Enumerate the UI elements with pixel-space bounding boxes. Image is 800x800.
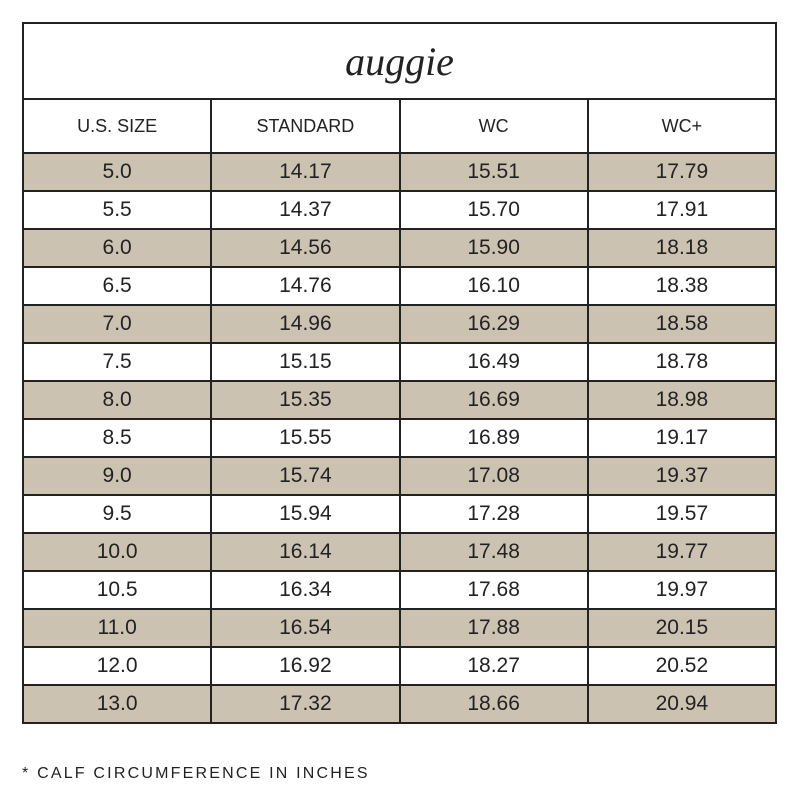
table-row: 7.5 15.15 16.49 18.78	[21, 342, 778, 382]
table-cell: 20.94	[586, 684, 778, 724]
table-row: 6.5 14.76 16.10 18.38	[21, 266, 778, 306]
table-cell: 14.17	[210, 152, 401, 192]
table-cell: 16.14	[210, 532, 401, 572]
title: auggie	[22, 22, 777, 100]
table-cell: 18.98	[586, 380, 778, 420]
table-cell: 14.76	[210, 266, 401, 306]
table-cell: 19.57	[586, 494, 778, 534]
table-cell: 17.28	[398, 494, 589, 534]
table-cell: 18.18	[586, 228, 778, 268]
table-cell: 15.70	[398, 190, 589, 230]
table-cell: 14.56	[210, 228, 401, 268]
table-cell: 8.0	[21, 380, 213, 420]
column-header: WC	[398, 98, 589, 154]
table-row: 6.0 14.56 15.90 18.18	[21, 228, 778, 268]
table-cell: 15.15	[210, 342, 401, 382]
table-cell: 15.55	[210, 418, 401, 458]
size-chart: auggie U.S. SIZE STANDARD WC WC+ 5.0 14.17 15…	[21, 22, 778, 724]
table-cell: 16.29	[398, 304, 589, 344]
table-cell: 17.68	[398, 570, 589, 610]
table-cell: 19.97	[586, 570, 778, 610]
table-cell: 14.37	[210, 190, 401, 230]
table-cell: 10.0	[21, 532, 213, 572]
table-cell: 17.79	[586, 152, 778, 192]
table-cell: 20.52	[586, 646, 778, 686]
table-cell: 15.74	[210, 456, 401, 496]
table-cell: 5.0	[21, 152, 213, 192]
table-cell: 17.08	[398, 456, 589, 496]
table-cell: 17.48	[398, 532, 589, 572]
column-header: STANDARD	[210, 98, 401, 154]
table-cell: 16.10	[398, 266, 589, 306]
table-cell: 18.58	[586, 304, 778, 344]
table-cell: 10.5	[21, 570, 213, 610]
table-cell: 19.17	[586, 418, 778, 458]
table-row: 5.5 14.37 15.70 17.91	[21, 190, 778, 230]
table-cell: 20.15	[586, 608, 778, 648]
header-row: U.S. SIZE STANDARD WC WC+	[21, 98, 778, 154]
table-cell: 17.32	[210, 684, 401, 724]
footnote: * CALF CIRCUMFERENCE IN INCHES	[22, 765, 370, 782]
table-cell: 19.37	[586, 456, 778, 496]
table-row: 10.5 16.34 17.68 19.97	[21, 570, 778, 610]
table-row: 10.0 16.14 17.48 19.77	[21, 532, 778, 572]
table-cell: 15.35	[210, 380, 401, 420]
table-cell: 7.5	[21, 342, 213, 382]
table-cell: 6.0	[21, 228, 213, 268]
table-cell: 16.49	[398, 342, 589, 382]
table-cell: 13.0	[21, 684, 213, 724]
table-cell: 16.92	[210, 646, 401, 686]
table-row: 12.0 16.92 18.27 20.52	[21, 646, 778, 686]
table-cell: 7.0	[21, 304, 213, 344]
table-cell: 12.0	[21, 646, 213, 686]
table-row: 9.0 15.74 17.08 19.37	[21, 456, 778, 496]
table-cell: 14.96	[210, 304, 401, 344]
column-header: WC+	[586, 98, 778, 154]
table-row: 9.5 15.94 17.28 19.57	[21, 494, 778, 534]
table-row: 13.0 17.32 18.66 20.94	[21, 684, 778, 724]
table-cell: 9.5	[21, 494, 213, 534]
table-cell: 15.90	[398, 228, 589, 268]
table-cell: 15.51	[398, 152, 589, 192]
table-cell: 17.91	[586, 190, 778, 230]
table-cell: 19.77	[586, 532, 778, 572]
table-cell: 16.34	[210, 570, 401, 610]
table-row: 11.0 16.54 17.88 20.15	[21, 608, 778, 648]
table-cell: 18.38	[586, 266, 778, 306]
table-cell: 18.27	[398, 646, 589, 686]
table-cell: 18.66	[398, 684, 589, 724]
table-row: 7.0 14.96 16.29 18.58	[21, 304, 778, 344]
table-row: 8.0 15.35 16.69 18.98	[21, 380, 778, 420]
table-cell: 5.5	[21, 190, 213, 230]
table-row: 8.5 15.55 16.89 19.17	[21, 418, 778, 458]
table-cell: 18.78	[586, 342, 778, 382]
table-cell: 17.88	[398, 608, 589, 648]
table-row: 5.0 14.17 15.51 17.79	[21, 152, 778, 192]
table-cell: 11.0	[21, 608, 213, 648]
table-cell: 8.5	[21, 418, 213, 458]
table-cell: 15.94	[210, 494, 401, 534]
table-cell: 9.0	[21, 456, 213, 496]
table-cell: 6.5	[21, 266, 213, 306]
table-cell: 16.54	[210, 608, 401, 648]
table-cell: 16.69	[398, 380, 589, 420]
table-cell: 16.89	[398, 418, 589, 458]
table-body: 5.0 14.17 15.51 17.79 5.5 14.37 15.70 17.91 6.0 1…	[21, 152, 778, 724]
column-header: U.S. SIZE	[21, 98, 213, 154]
